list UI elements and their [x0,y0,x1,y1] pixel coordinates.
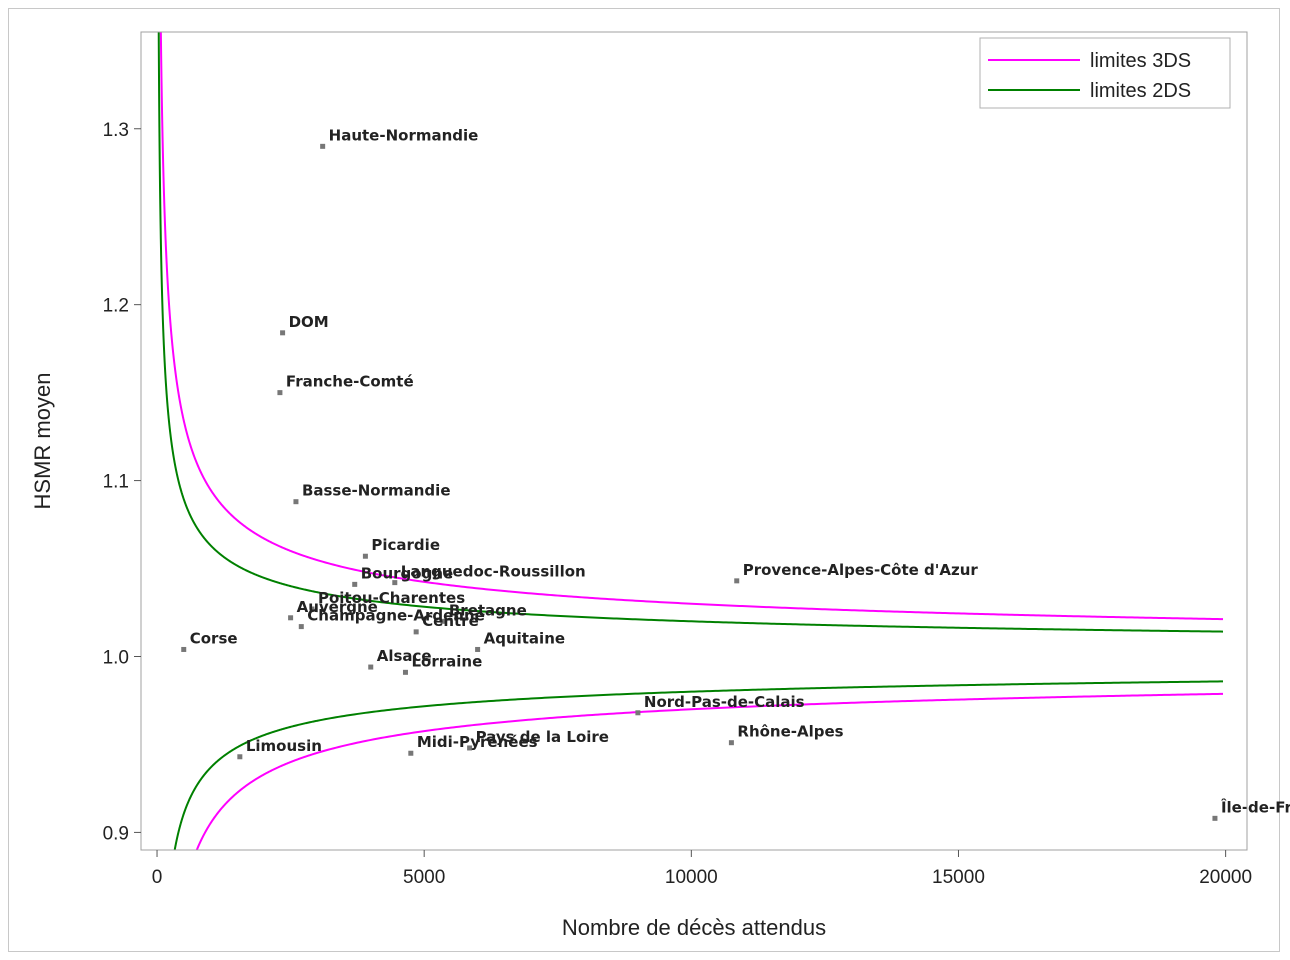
legend-label: limites 2DS [1090,80,1191,102]
data-points: Haute-Normandie DOM Franche-Comté Basse-Nor… [181,126,1290,821]
point-label: Lorraine [411,652,482,670]
y-tick-label: 0.9 [103,823,129,844]
data-point [635,710,641,716]
point-label: DOM [289,313,329,331]
point-label: Auvergne [297,598,378,616]
legend-box [979,37,1231,109]
point-label: Limousin [246,737,322,755]
data-point [298,624,304,630]
data-point [475,646,481,652]
data-point [181,646,187,652]
point-label: Nord-Pas-de-Calais [644,693,805,711]
point-label: Languedoc-Roussillon [401,563,586,581]
point-label: Picardie [371,536,440,554]
y-axis-title: HSMR moyen [30,373,55,510]
point-label: Centre [422,612,479,630]
x-axis: 0 5000 10000 15000 20000 [152,850,1252,888]
point-label: Aquitaine [484,629,565,647]
data-point [368,664,374,670]
point-label: Bourgogne [361,564,453,582]
point-label: Bretagne [449,601,527,619]
x-tick-label: 0 [152,867,163,888]
legend-label: limites 3DS [1090,50,1191,72]
data-point [440,618,446,624]
point-label: Corse [190,629,238,647]
point-label: Haute-Normandie [329,126,479,144]
point-label: Pays de la Loire [476,728,609,746]
data-point [362,553,368,559]
y-tick-label: 1.1 [103,472,129,493]
x-tick-label: 10000 [665,867,718,888]
data-point [728,740,734,746]
plot-area [141,32,1247,850]
point-label: Île-de-France [1221,797,1290,816]
plot-border [140,31,1248,851]
y-tick-label: 1.2 [103,296,129,317]
data-point [392,580,398,586]
data-point [467,745,473,751]
upper-2ds-curve [157,32,1224,633]
point-label: Midi-Pyrénées [417,733,538,751]
lower-3ds-curve [195,692,1224,850]
data-point [408,750,414,756]
x-tick-label: 15000 [932,867,985,888]
point-label: Franche-Comté [286,373,414,391]
point-label: Basse-Normandie [302,482,451,500]
data-point [288,615,294,621]
x-tick-label: 20000 [1199,867,1252,888]
point-label: Champagne-Ardenne [307,607,485,625]
data-point [320,143,326,149]
y-axis: 0.9 1.0 1.1 1.2 1.3 [103,120,141,844]
data-point [293,499,299,505]
data-point [1212,815,1218,821]
y-tick-label: 1.3 [103,120,129,141]
data-point [402,669,408,675]
point-label: Alsace [377,647,432,665]
data-point [734,578,740,584]
lower-2ds-curve [173,680,1224,850]
x-tick-label: 5000 [403,867,445,888]
limit-curves [157,32,1224,850]
data-point [280,330,286,336]
data-point [237,754,243,760]
y-tick-label: 1.0 [103,647,129,668]
point-label: Provence-Alpes-Côte d'Azur [743,561,979,579]
data-point [277,390,283,396]
x-axis-title: Nombre de décès attendus [562,915,826,940]
legend: limites 3DS limites 2DS [979,37,1231,109]
data-point [352,581,358,587]
point-label: Rhône-Alpes [737,723,843,741]
upper-3ds-curve [159,32,1224,621]
data-point [413,629,419,635]
point-label: Poitou-Charentes [318,589,465,607]
data-point [309,606,315,612]
